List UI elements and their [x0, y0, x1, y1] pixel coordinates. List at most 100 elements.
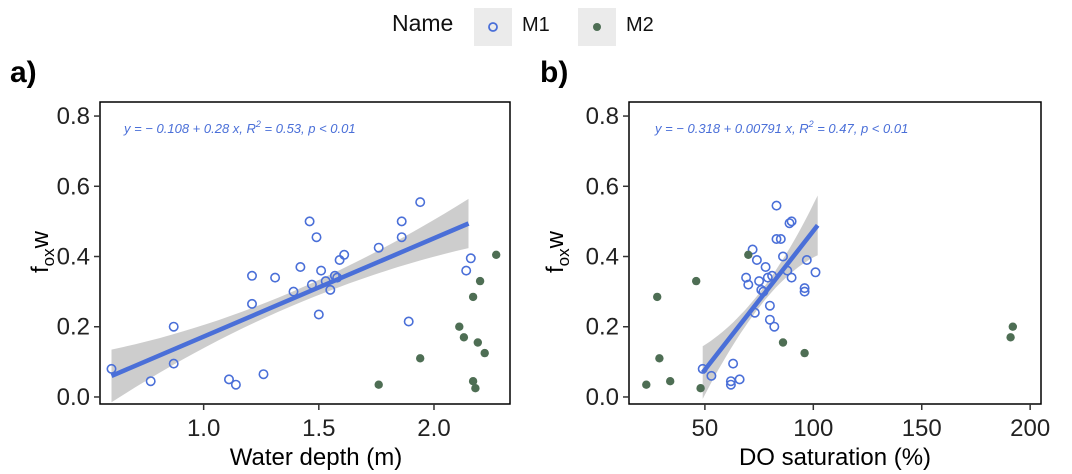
- panel-a-ylabel: foxw: [27, 230, 58, 273]
- panel-a-point-m1: [320, 276, 331, 287]
- panel-a-ytick-label: 0.6: [57, 173, 90, 200]
- panel-a-point-m1: [332, 272, 343, 283]
- panel-a-point-m2: [475, 276, 485, 286]
- panel-b-point-m2: [655, 354, 664, 363]
- panel-b-point-m1: [749, 307, 760, 318]
- panel-b-ytick-label: 0.6: [586, 173, 619, 200]
- panel-b-equation-a: y = − 0.318 + 0.00791 x, R: [654, 121, 809, 136]
- panel-a-point-m1: [339, 249, 350, 260]
- panel-a-point-m1: [168, 358, 179, 369]
- panel-a-point-m1: [168, 321, 179, 332]
- panel-b-point-m1: [743, 279, 754, 290]
- panel-a-xtick-label: 2.0: [417, 415, 450, 442]
- panel-a-point-m1: [145, 376, 156, 387]
- panel-b-point-m1: [758, 286, 769, 297]
- legend-key-m2: [593, 23, 601, 31]
- panel-a-point-m2: [374, 380, 383, 389]
- panel-a-point-m2: [473, 338, 482, 347]
- panel-a-fit-line: [110, 221, 470, 378]
- panel-b-ytick-label: 0.8: [586, 103, 619, 130]
- panel-a-xtick-label: 1.5: [302, 415, 335, 442]
- panel-a-point-m1: [334, 255, 345, 266]
- panel-b-label: b): [540, 56, 568, 89]
- panel-b-ylabel: foxw: [542, 230, 573, 273]
- panel-a-ytick-label: 0.4: [57, 244, 90, 271]
- panel-b-point-m2: [653, 292, 662, 302]
- panel-a-equation: y = − 0.108 + 0.28 x, R2 = 0.53, p < 0.0…: [123, 119, 356, 136]
- panel-a-point-m1: [396, 216, 407, 227]
- panel-a-point-m1: [465, 253, 476, 264]
- panel-b-point-m1: [764, 314, 775, 325]
- panel-b-point-m1: [764, 300, 775, 311]
- panel-b-ylabel-sub: ox: [554, 248, 573, 266]
- panel-b-fit-line: [700, 223, 820, 374]
- panel-a-point-m1: [329, 270, 340, 281]
- panel-b-point-m2: [744, 250, 753, 259]
- panel-b-point-m1: [786, 216, 797, 227]
- panel-a-point-m2: [468, 292, 478, 302]
- panel-b-point-m1: [725, 379, 736, 390]
- panel-a-point-m1: [316, 265, 327, 276]
- panel-b-point-m1: [734, 374, 745, 385]
- panel-a-point-m2: [455, 322, 464, 331]
- panel-a-xlabel: Water depth (m): [230, 444, 403, 471]
- panel-b-point-m2: [696, 384, 705, 393]
- panel-a-ylabel-tail: w: [27, 230, 54, 249]
- panel-a-point-m2: [492, 250, 501, 259]
- panel-a-point-m2: [471, 384, 480, 393]
- panel-b-point-m1: [751, 255, 762, 266]
- panel-b-point-m1: [747, 244, 758, 255]
- panel-b-ylabel-main: f: [542, 266, 569, 273]
- panel-a-point-m1: [247, 270, 258, 281]
- panel-b-xtick-label: 150: [902, 415, 942, 442]
- panel-b-point-m1: [754, 276, 765, 287]
- panel-b-point-m1: [810, 267, 821, 278]
- panel-b-point-m1: [741, 272, 752, 283]
- panel-a-point-m1: [304, 216, 315, 227]
- panel-a-ytick-label: 0.2: [57, 314, 90, 341]
- panel-a-ylabel-sub: ox: [39, 248, 58, 266]
- panel-b-point-m2: [1008, 322, 1017, 331]
- panel-b-xtick-label: 100: [793, 415, 833, 442]
- legend-key-m1: [488, 22, 498, 32]
- panel-a-point-m1: [106, 363, 117, 374]
- panel-a-ytick-label: 0.0: [57, 384, 90, 411]
- panel-a-point-m1: [415, 197, 426, 208]
- panel-a-point-m1: [306, 279, 317, 290]
- legend-label-m1: M1: [522, 14, 550, 36]
- panel-a-point-m1: [230, 379, 241, 390]
- panel-b-point-m1: [697, 363, 708, 374]
- panel-b-point-m1: [771, 200, 782, 211]
- panel-a-xtick-label: 1.0: [187, 415, 220, 442]
- panel-b-point-m1: [769, 321, 780, 332]
- panel-b-equation-b: = 0.47, p < 0.01: [814, 121, 909, 136]
- panel-b-point-m1: [799, 283, 810, 294]
- panel-a-point-m1: [247, 298, 258, 309]
- panel-a-point-m1: [403, 316, 414, 327]
- panel-b: b) foxw DO saturation (%) y = − 0.318 + …: [540, 56, 1050, 471]
- panel-b-point-m1: [801, 255, 812, 266]
- panel-b-xtick-label: 200: [1010, 415, 1050, 442]
- panel-a-point-m1: [224, 374, 235, 385]
- panel-a-equation-a: y = − 0.108 + 0.28 x, R: [123, 121, 256, 136]
- legend-title: Name: [392, 10, 453, 36]
- panel-b-point-m1: [728, 358, 739, 369]
- legend-key-m1-bg: [474, 8, 512, 46]
- panel-b-point-m1: [775, 234, 786, 245]
- panel-b-point-m2: [666, 377, 675, 386]
- panel-b-equation-sup: 2: [808, 119, 814, 129]
- panel-b-point-m1: [786, 272, 797, 283]
- panel-a-ylabel-main: f: [27, 266, 54, 273]
- panel-b-equation: y = − 0.318 + 0.00791 x, R2 = 0.47, p < …: [654, 119, 908, 136]
- panel-a-point-m2: [468, 377, 478, 386]
- panel-b-ytick-label: 0.2: [586, 314, 619, 341]
- panel-a-plot-frame: [99, 101, 511, 405]
- panel-b-point-m1: [799, 286, 810, 297]
- panel-b-ylabel-tail: w: [542, 230, 569, 249]
- panel-a-point-m2: [459, 333, 469, 342]
- panel-a-point-m2: [480, 348, 489, 358]
- legend-label-m2: M2: [626, 14, 654, 36]
- panel-a-equation-b: = 0.53, p < 0.01: [261, 121, 356, 136]
- panel-b-point-m1: [767, 270, 778, 281]
